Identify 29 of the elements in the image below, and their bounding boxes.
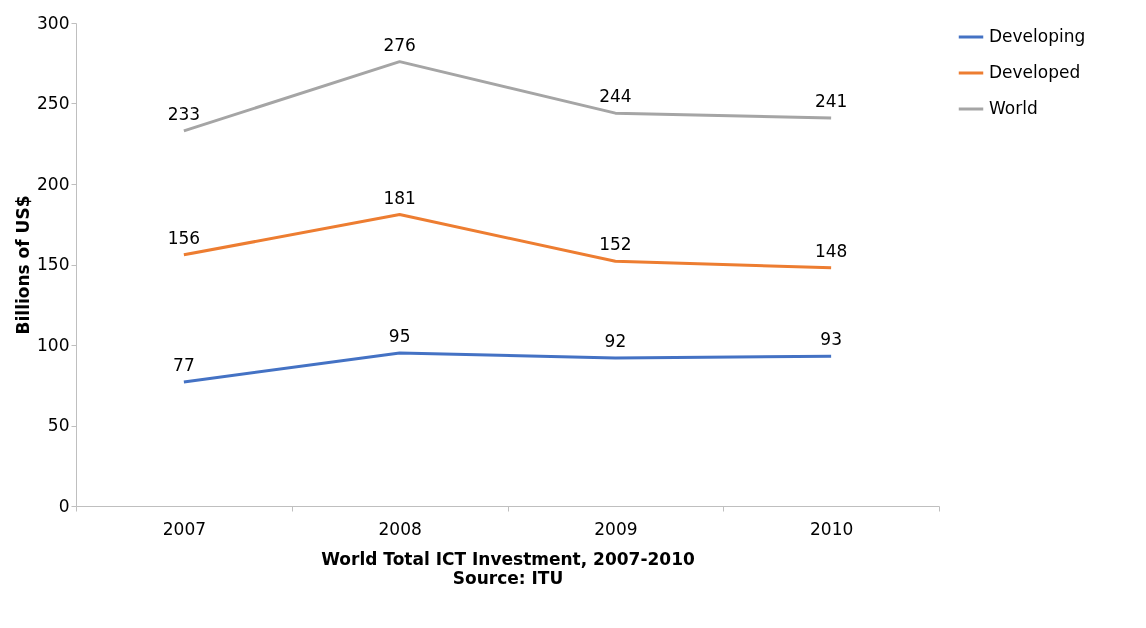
data-label: 148 — [814, 240, 848, 261]
y-axis-title: Billions of US$ — [13, 195, 34, 335]
y-tick-label: 50 — [47, 415, 70, 435]
data-label: 77 — [173, 355, 195, 376]
y-tick-label: 100 — [37, 334, 70, 355]
x-axis-title: World Total ICT Investment, 2007-2010 — [321, 548, 695, 569]
data-label: 92 — [604, 330, 627, 351]
x-tick-label: 2008 — [378, 518, 422, 539]
data-label: 156 — [167, 227, 201, 248]
x-tick-label: 2010 — [809, 518, 854, 539]
x-tick-label: 2009 — [594, 518, 638, 539]
source-note: Source: ITU — [452, 567, 564, 588]
y-tick-label: 0 — [58, 495, 70, 516]
x-tick-label: 2007 — [162, 518, 207, 539]
data-label: 244 — [599, 86, 632, 107]
data-label: 241 — [814, 90, 848, 111]
legend-label: Developed — [989, 62, 1081, 82]
y-tick-label: 200 — [37, 173, 70, 194]
data-label: 93 — [820, 329, 842, 350]
data-label: 181 — [383, 187, 416, 208]
legend-label: Developing — [989, 26, 1086, 46]
data-label: 276 — [383, 34, 416, 55]
data-label: 95 — [388, 326, 411, 347]
data-label: 233 — [167, 103, 201, 124]
y-tick-label: 250 — [37, 93, 70, 113]
y-tick-label: 150 — [37, 254, 70, 274]
legend-label: World — [989, 98, 1038, 118]
data-label: 152 — [599, 234, 632, 255]
y-tick-label: 300 — [37, 12, 70, 33]
